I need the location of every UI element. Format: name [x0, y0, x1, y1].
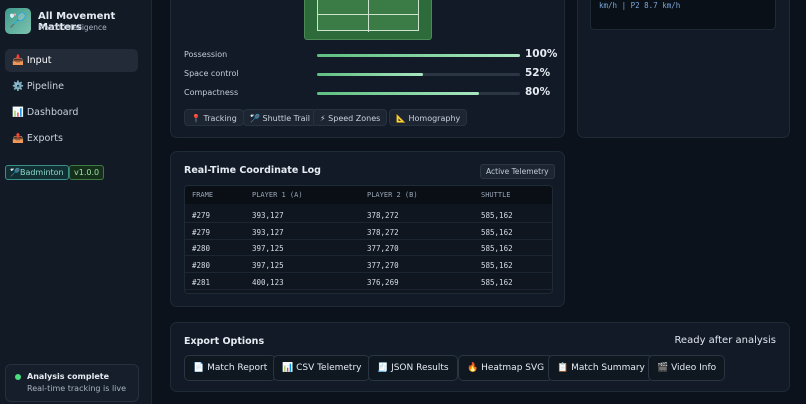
table-cell: 397,125	[252, 244, 284, 254]
coordinate-panel: Real-Time Coordinate Log Active Telemetr…	[170, 151, 565, 307]
status-dot	[15, 374, 21, 380]
export-button[interactable]: 📄 Match Report	[184, 355, 277, 381]
sport-badge: 🏸Badminton	[5, 165, 69, 180]
table-cell: 393,127	[252, 227, 284, 237]
court	[304, 0, 432, 40]
metric-track	[317, 92, 520, 95]
telemetry-badge: Active Telemetry	[480, 164, 555, 179]
status-box: Analysis complete Real-time tracking is …	[5, 364, 139, 402]
table-cell: #279	[192, 211, 211, 220]
table-cell: 378,272	[367, 227, 399, 237]
table-cell: 585,162	[481, 244, 513, 254]
table-cell: #280	[192, 244, 211, 254]
metric-label: Possession	[184, 50, 228, 59]
log-box: [21:01:30.150] Frame #280: P1 17.9 km/h …	[590, 0, 776, 30]
layer-chip[interactable]: 🏸 Shuttle Trail	[243, 109, 318, 126]
table-row	[185, 207, 552, 223]
app-subtitle: Match intelligence	[38, 23, 107, 32]
table-cell: 397,125	[252, 261, 284, 271]
nav-item[interactable]: 📊 Dashboard	[12, 107, 79, 118]
column-header: SHUTTLE	[481, 191, 511, 199]
metric-label: Compactness	[184, 88, 239, 97]
layer-chip[interactable]: 📍 Tracking	[184, 109, 244, 126]
table-row	[185, 224, 552, 240]
panel-title: Real-Time Coordinate Log	[184, 165, 321, 176]
column-header: PLAYER 1 (A)	[252, 191, 303, 199]
table-cell: 376,269	[367, 277, 399, 287]
nav-item[interactable]: 📤 Exports	[12, 133, 63, 144]
table-cell: #280	[192, 261, 211, 271]
app-title: All Movement Matters	[38, 11, 116, 33]
column-header: PLAYER 2 (B)	[367, 191, 418, 199]
nav-item[interactable]: ⚙️ Pipeline	[12, 81, 65, 92]
court-lines	[317, 0, 419, 32]
metric-bar	[317, 92, 480, 95]
sidebar: 🏸 All Movement Matters Match intelligenc…	[0, 0, 152, 404]
table-row	[185, 240, 552, 257]
export-button[interactable]: 📋 Match Summary	[548, 355, 654, 381]
metric-bar	[317, 73, 423, 76]
export-button[interactable]: 🧾 JSON Results	[368, 355, 458, 381]
logo: 🏸	[5, 8, 31, 34]
version-badge: v1.0.0	[69, 165, 105, 180]
metric-bar	[317, 54, 520, 57]
table-row	[185, 257, 552, 274]
table-cell: 585,162	[481, 211, 513, 220]
table-cell: #281	[192, 277, 211, 287]
export-button[interactable]: 📊 CSV Telemetry	[273, 355, 371, 381]
table-header	[185, 186, 552, 204]
status-title: Analysis complete	[27, 372, 110, 381]
log-line: [21:01:30.150] Frame #280: P1 17.9 km/h …	[599, 1, 681, 10]
metric-label: Space control	[184, 69, 239, 78]
table-cell: 377,270	[367, 244, 399, 254]
table-cell: 378,272	[367, 211, 399, 220]
metric-value: 52%	[525, 67, 551, 79]
metric-value: 100%	[525, 48, 558, 60]
layer-chip[interactable]: 📐 Homography	[389, 109, 468, 126]
export-button[interactable]: 🔥 Heatmap SVG	[458, 355, 554, 381]
metric-value: 80%	[525, 86, 551, 98]
nav-item[interactable]: 📥 Input	[5, 49, 138, 72]
column-header: FRAME	[192, 191, 214, 199]
export-button[interactable]: 🎬 Video Info	[648, 355, 726, 381]
export-status: Ready after analysis	[674, 335, 776, 346]
table-row	[185, 274, 552, 290]
table-cell: 585,162	[481, 261, 513, 271]
table-cell: 393,127	[252, 211, 284, 220]
table-cell: 585,162	[481, 227, 513, 237]
table-cell: 377,270	[367, 261, 399, 271]
table-cell: #279	[192, 227, 211, 237]
status-text: Real-time tracking is live	[27, 384, 127, 393]
table: FRAME PLAYER 1 (A) PLAYER 2 (B) SHUTTLE #279…	[184, 185, 553, 294]
table-cell: 400,123	[252, 277, 284, 287]
export-title: Export Options	[184, 336, 265, 347]
table-cell: 585,162	[481, 277, 513, 287]
metric-track	[317, 54, 520, 57]
layer-chip[interactable]: ⚡ Speed Zones	[313, 109, 388, 126]
metric-track	[317, 73, 520, 76]
